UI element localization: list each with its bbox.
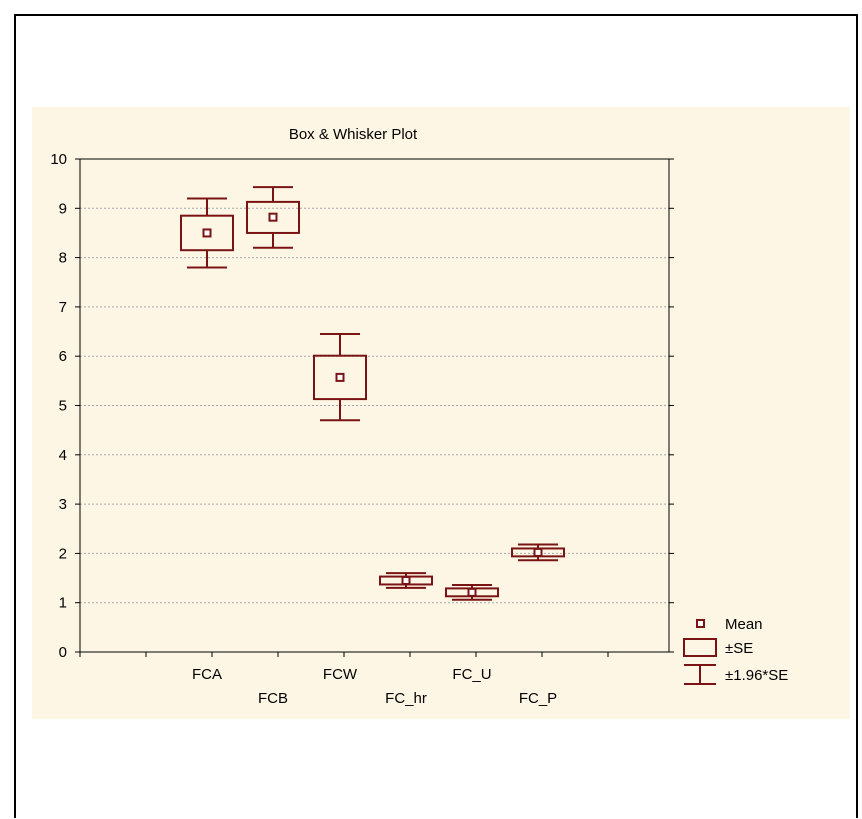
x-tick-label: FCW <box>323 666 358 683</box>
mean-marker <box>401 576 411 586</box>
y-tick-label: 0 <box>59 644 67 661</box>
y-tick-label: 7 <box>59 299 67 316</box>
mean-marker <box>202 228 212 238</box>
se-box <box>246 200 300 234</box>
box-fca <box>180 197 234 269</box>
x-tick-label: FC_hr <box>385 690 427 707</box>
page-frame <box>14 14 858 818</box>
se-box <box>180 214 234 252</box>
x-tick-label: FC_P <box>519 690 557 707</box>
box-fc_u <box>445 583 499 601</box>
chart-title: Box & Whisker Plot <box>289 126 418 143</box>
y-tick-label: 10 <box>50 151 67 168</box>
se-box <box>313 354 367 401</box>
axes: 0 1 2 3 4 5 6 7 8 9 10 FCA FCB FCW FC_hr FC_U FC_P <box>50 151 674 707</box>
y-tick-label: 3 <box>59 496 67 513</box>
box-fcw <box>313 333 367 422</box>
x-tick-label: FCB <box>258 690 288 707</box>
y-tick-label: 4 <box>59 447 67 464</box>
legend-label-se: ±SE <box>725 640 753 657</box>
mean-marker <box>467 587 477 597</box>
box-fc_hr <box>379 572 433 589</box>
legend-label-mean: Mean <box>725 616 763 633</box>
series <box>180 186 565 601</box>
y-tick-label: 8 <box>59 250 67 267</box>
mean-marker <box>533 547 543 557</box>
mean-marker <box>268 212 278 222</box>
legend: Mean ±SE ±1.96*SE <box>683 616 788 685</box>
x-tick-label: FC_U <box>452 666 491 683</box>
legend-label-whisker: ±1.96*SE <box>725 667 788 684</box>
y-tick-label: 9 <box>59 200 67 217</box>
legend-se-box <box>683 638 717 657</box>
y-tick-label: 1 <box>59 595 67 612</box>
x-tick-label: FCA <box>192 666 222 683</box>
box-fc_p <box>511 543 565 562</box>
box-fcb <box>246 186 300 249</box>
legend-mean-marker <box>696 619 705 628</box>
mean-marker <box>335 372 345 382</box>
y-tick-label: 5 <box>59 398 67 415</box>
chart-panel <box>32 107 850 719</box>
y-tick-label: 6 <box>59 348 67 365</box>
y-tick-label: 2 <box>59 545 67 562</box>
